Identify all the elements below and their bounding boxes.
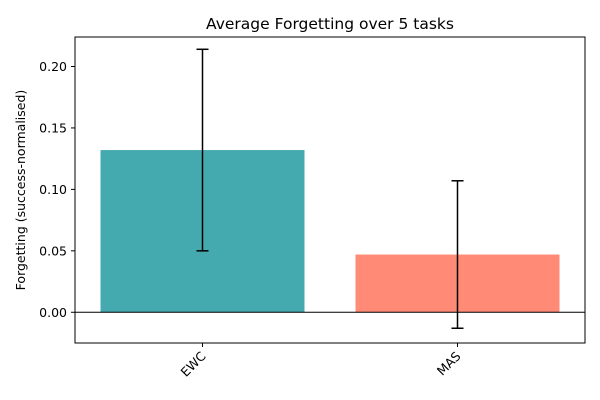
y-tick-label: 0.05 [39,243,67,258]
chart-title: Average Forgetting over 5 tasks [206,15,454,33]
y-axis-label: Forgetting (success-normalised) [13,90,28,291]
y-tick-label: 0.00 [39,305,67,320]
y-tick-label: 0.10 [39,182,67,197]
axes-frame [74,36,586,344]
y-tick-label: 0.20 [39,59,67,74]
x-tick-label-mas: MAS [434,348,464,378]
x-tick-label-ewc: EWC [178,348,209,379]
y-tick-label: 0.15 [39,120,67,135]
plot-area: 0.00 0.05 0.10 0.15 0.20 EWC MAS [39,36,586,380]
